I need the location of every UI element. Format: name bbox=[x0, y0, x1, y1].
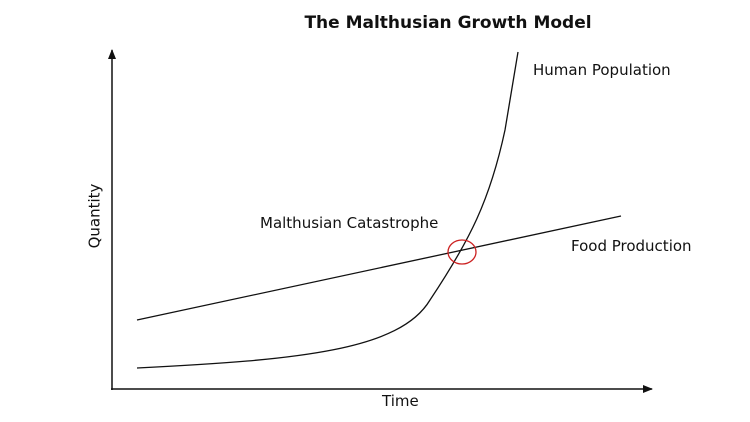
catastrophe-label: Malthusian Catastrophe bbox=[260, 214, 439, 232]
x-axis-label: Time bbox=[382, 392, 419, 410]
human-population-curve bbox=[136, 51, 519, 369]
food-production-label: Food Production bbox=[571, 237, 692, 255]
y-axis-label: Quantity bbox=[85, 183, 104, 249]
food-production-line bbox=[136, 215, 622, 321]
diagram-title: The Malthusian Growth Model bbox=[304, 13, 592, 33]
catastrophe-marker bbox=[447, 239, 477, 265]
human-population-label: Human Population bbox=[533, 61, 671, 79]
